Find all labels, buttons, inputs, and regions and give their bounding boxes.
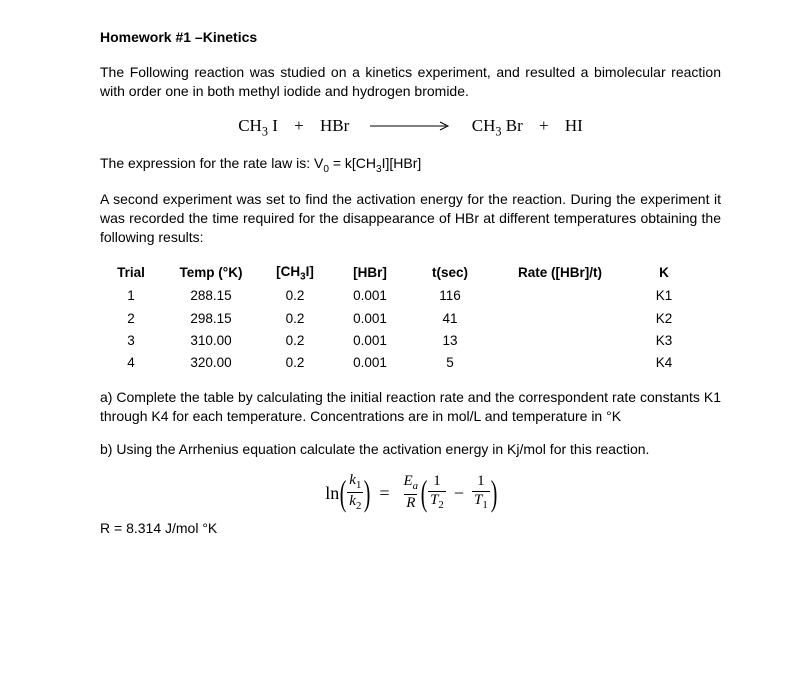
- cell-trial: 3: [100, 330, 162, 352]
- experiment-paragraph: A second experiment was set to find the …: [100, 190, 721, 247]
- plus-sign-1: +: [294, 116, 304, 135]
- table-row: 4320.000.20.0015 K4: [100, 352, 698, 374]
- cell-t: 13: [410, 330, 490, 352]
- table-row: 3310.000.20.00113 K3: [100, 330, 698, 352]
- lparen-1-icon: (: [340, 475, 347, 511]
- cell-t: 41: [410, 308, 490, 330]
- i-text: I: [268, 116, 278, 135]
- reactant-hbr: HBr: [320, 116, 349, 135]
- ch3-text: CH: [238, 116, 262, 135]
- col-hbr: [HBr]: [330, 261, 410, 286]
- cell-temp: 320.00: [162, 352, 260, 374]
- k2-sub: 2: [356, 500, 361, 512]
- cell-t: 5: [410, 352, 490, 374]
- cell-rate: [490, 352, 630, 374]
- question-b: b) Using the Arrhenius equation calculat…: [100, 440, 721, 459]
- reaction-arrow-icon: [370, 115, 452, 138]
- one-1: 1: [431, 474, 443, 491]
- k2-sym: k: [349, 493, 356, 509]
- ea-sub: a: [413, 480, 418, 492]
- k1-sym: k: [349, 472, 356, 488]
- table-body: 1288.150.20.001116K12298.150.20.00141K23…: [100, 285, 698, 374]
- ch3-text-2: CH: [472, 116, 496, 135]
- intro-paragraph: The Following reaction was studied on a …: [100, 63, 721, 101]
- cell-k: K3: [630, 330, 698, 352]
- cell-ch3i: 0.2: [260, 330, 330, 352]
- t1-sub: 1: [482, 499, 487, 511]
- equals-sign: =: [379, 481, 389, 505]
- plus-sign-2: +: [539, 116, 549, 135]
- rate-law-tail: I][HBr]: [382, 155, 422, 171]
- cell-hbr: 0.001: [330, 285, 410, 307]
- cell-temp: 288.15: [162, 285, 260, 307]
- col-rate: Rate ([HBr]/t): [490, 261, 630, 286]
- col-trial: Trial: [100, 261, 162, 286]
- frac-1-t2: 1 T2: [428, 474, 446, 511]
- product-ch3br: CH3 Br: [472, 116, 527, 135]
- cell-trial: 4: [100, 352, 162, 374]
- reactant-ch3i: CH3 I: [238, 116, 282, 135]
- cell-ch3i: 0.2: [260, 352, 330, 374]
- rate-law-prefix: The expression for the rate law is: V: [100, 155, 323, 171]
- one-2: 1: [475, 474, 487, 491]
- ea-sym: E: [404, 473, 413, 489]
- rate-law-line: The expression for the rate law is: V0 =…: [100, 154, 721, 176]
- homework-title: Homework #1 –Kinetics: [100, 28, 721, 47]
- cell-t: 116: [410, 285, 490, 307]
- cell-k: K4: [630, 352, 698, 374]
- col-temp: Temp (°K): [162, 261, 260, 286]
- cell-k: K1: [630, 285, 698, 307]
- cell-trial: 1: [100, 285, 162, 307]
- product-hi: HI: [565, 116, 583, 135]
- cell-hbr: 0.001: [330, 330, 410, 352]
- cell-hbr: 0.001: [330, 352, 410, 374]
- cell-ch3i: 0.2: [260, 308, 330, 330]
- r-constant: R = 8.314 J/mol °K: [100, 519, 721, 538]
- ln-text: ln: [325, 481, 339, 505]
- question-a: a) Complete the table by calculating the…: [100, 388, 721, 426]
- rparen-1-icon: ): [364, 475, 371, 511]
- results-table: Trial Temp (°K) [CH3I] [HBr] t(sec) Rate…: [100, 261, 698, 375]
- frac-k1k2: k1 k2: [347, 473, 363, 513]
- t2-sub: 2: [438, 499, 443, 511]
- table-row: 2298.150.20.00141 K2: [100, 308, 698, 330]
- cell-temp: 298.15: [162, 308, 260, 330]
- minus-sign: −: [454, 481, 464, 505]
- frac-1-t1: 1 T1: [472, 474, 490, 511]
- rparen-2-icon: ): [490, 475, 497, 511]
- cell-rate: [490, 285, 630, 307]
- rate-law-suffix: = k[CH: [329, 155, 376, 171]
- br-text: Br: [502, 116, 523, 135]
- cell-ch3i: 0.2: [260, 285, 330, 307]
- cell-rate: [490, 308, 630, 330]
- table-row: 1288.150.20.001116 K1: [100, 285, 698, 307]
- cell-rate: [490, 330, 630, 352]
- col-ch3i: [CH3I]: [260, 261, 330, 286]
- r-sym: R: [406, 495, 415, 511]
- cell-temp: 310.00: [162, 330, 260, 352]
- cell-k: K2: [630, 308, 698, 330]
- document-page: Homework #1 –Kinetics The Following reac…: [0, 0, 811, 558]
- col-t: t(sec): [410, 261, 490, 286]
- cell-trial: 2: [100, 308, 162, 330]
- col-k: K: [630, 261, 698, 286]
- ch3i-pre: [CH: [276, 264, 300, 279]
- reaction-equation: CH3 I + HBr CH3 Br + HI: [100, 115, 721, 140]
- arrhenius-equation: ln ( k1 k2 ) = Ea R ( 1 T2 − 1 T1 ): [100, 473, 721, 513]
- ch3i-post: I]: [306, 264, 314, 279]
- lparen-2-icon: (: [421, 475, 428, 511]
- table-header-row: Trial Temp (°K) [CH3I] [HBr] t(sec) Rate…: [100, 261, 698, 286]
- cell-hbr: 0.001: [330, 308, 410, 330]
- k1-sub: 1: [356, 479, 361, 491]
- frac-ea-r: Ea R: [402, 474, 421, 511]
